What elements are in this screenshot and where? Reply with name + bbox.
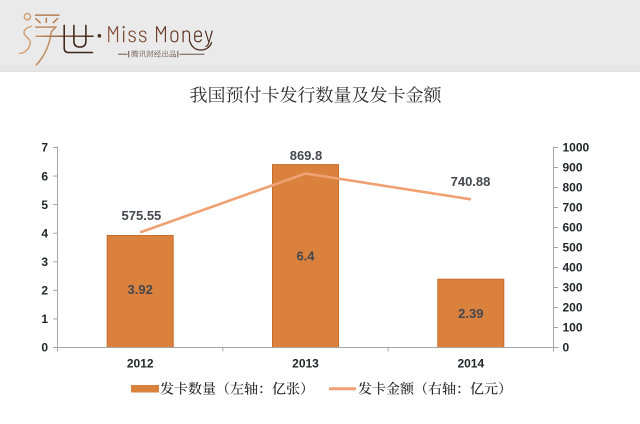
svg-text:4: 4 [41,226,48,240]
svg-text:869.8: 869.8 [290,148,323,163]
svg-text:2: 2 [41,284,48,298]
svg-text:2013: 2013 [292,356,319,370]
svg-text:3.92: 3.92 [128,282,153,297]
svg-text:6.4: 6.4 [296,248,315,263]
svg-text:2014: 2014 [457,356,484,370]
svg-text:100: 100 [563,321,583,335]
svg-text:300: 300 [563,281,583,295]
svg-text:1: 1 [41,312,48,326]
svg-text:900: 900 [563,161,583,175]
svg-text:600: 600 [563,221,583,235]
svg-text:2012: 2012 [127,356,154,370]
svg-text:0: 0 [563,341,570,355]
svg-text:5: 5 [41,198,48,212]
svg-text:700: 700 [563,201,583,215]
svg-text:740.88: 740.88 [451,174,491,189]
svg-text:1000: 1000 [563,141,590,155]
svg-text:6: 6 [41,169,48,183]
svg-text:7: 7 [41,141,48,155]
svg-text:2.39: 2.39 [458,306,483,321]
svg-text:0: 0 [41,341,48,355]
svg-text:3: 3 [41,255,48,269]
svg-text:400: 400 [563,261,583,275]
svg-text:500: 500 [563,241,583,255]
svg-text:200: 200 [563,301,583,315]
svg-text:800: 800 [563,181,583,195]
svg-text:575.55: 575.55 [122,208,162,223]
